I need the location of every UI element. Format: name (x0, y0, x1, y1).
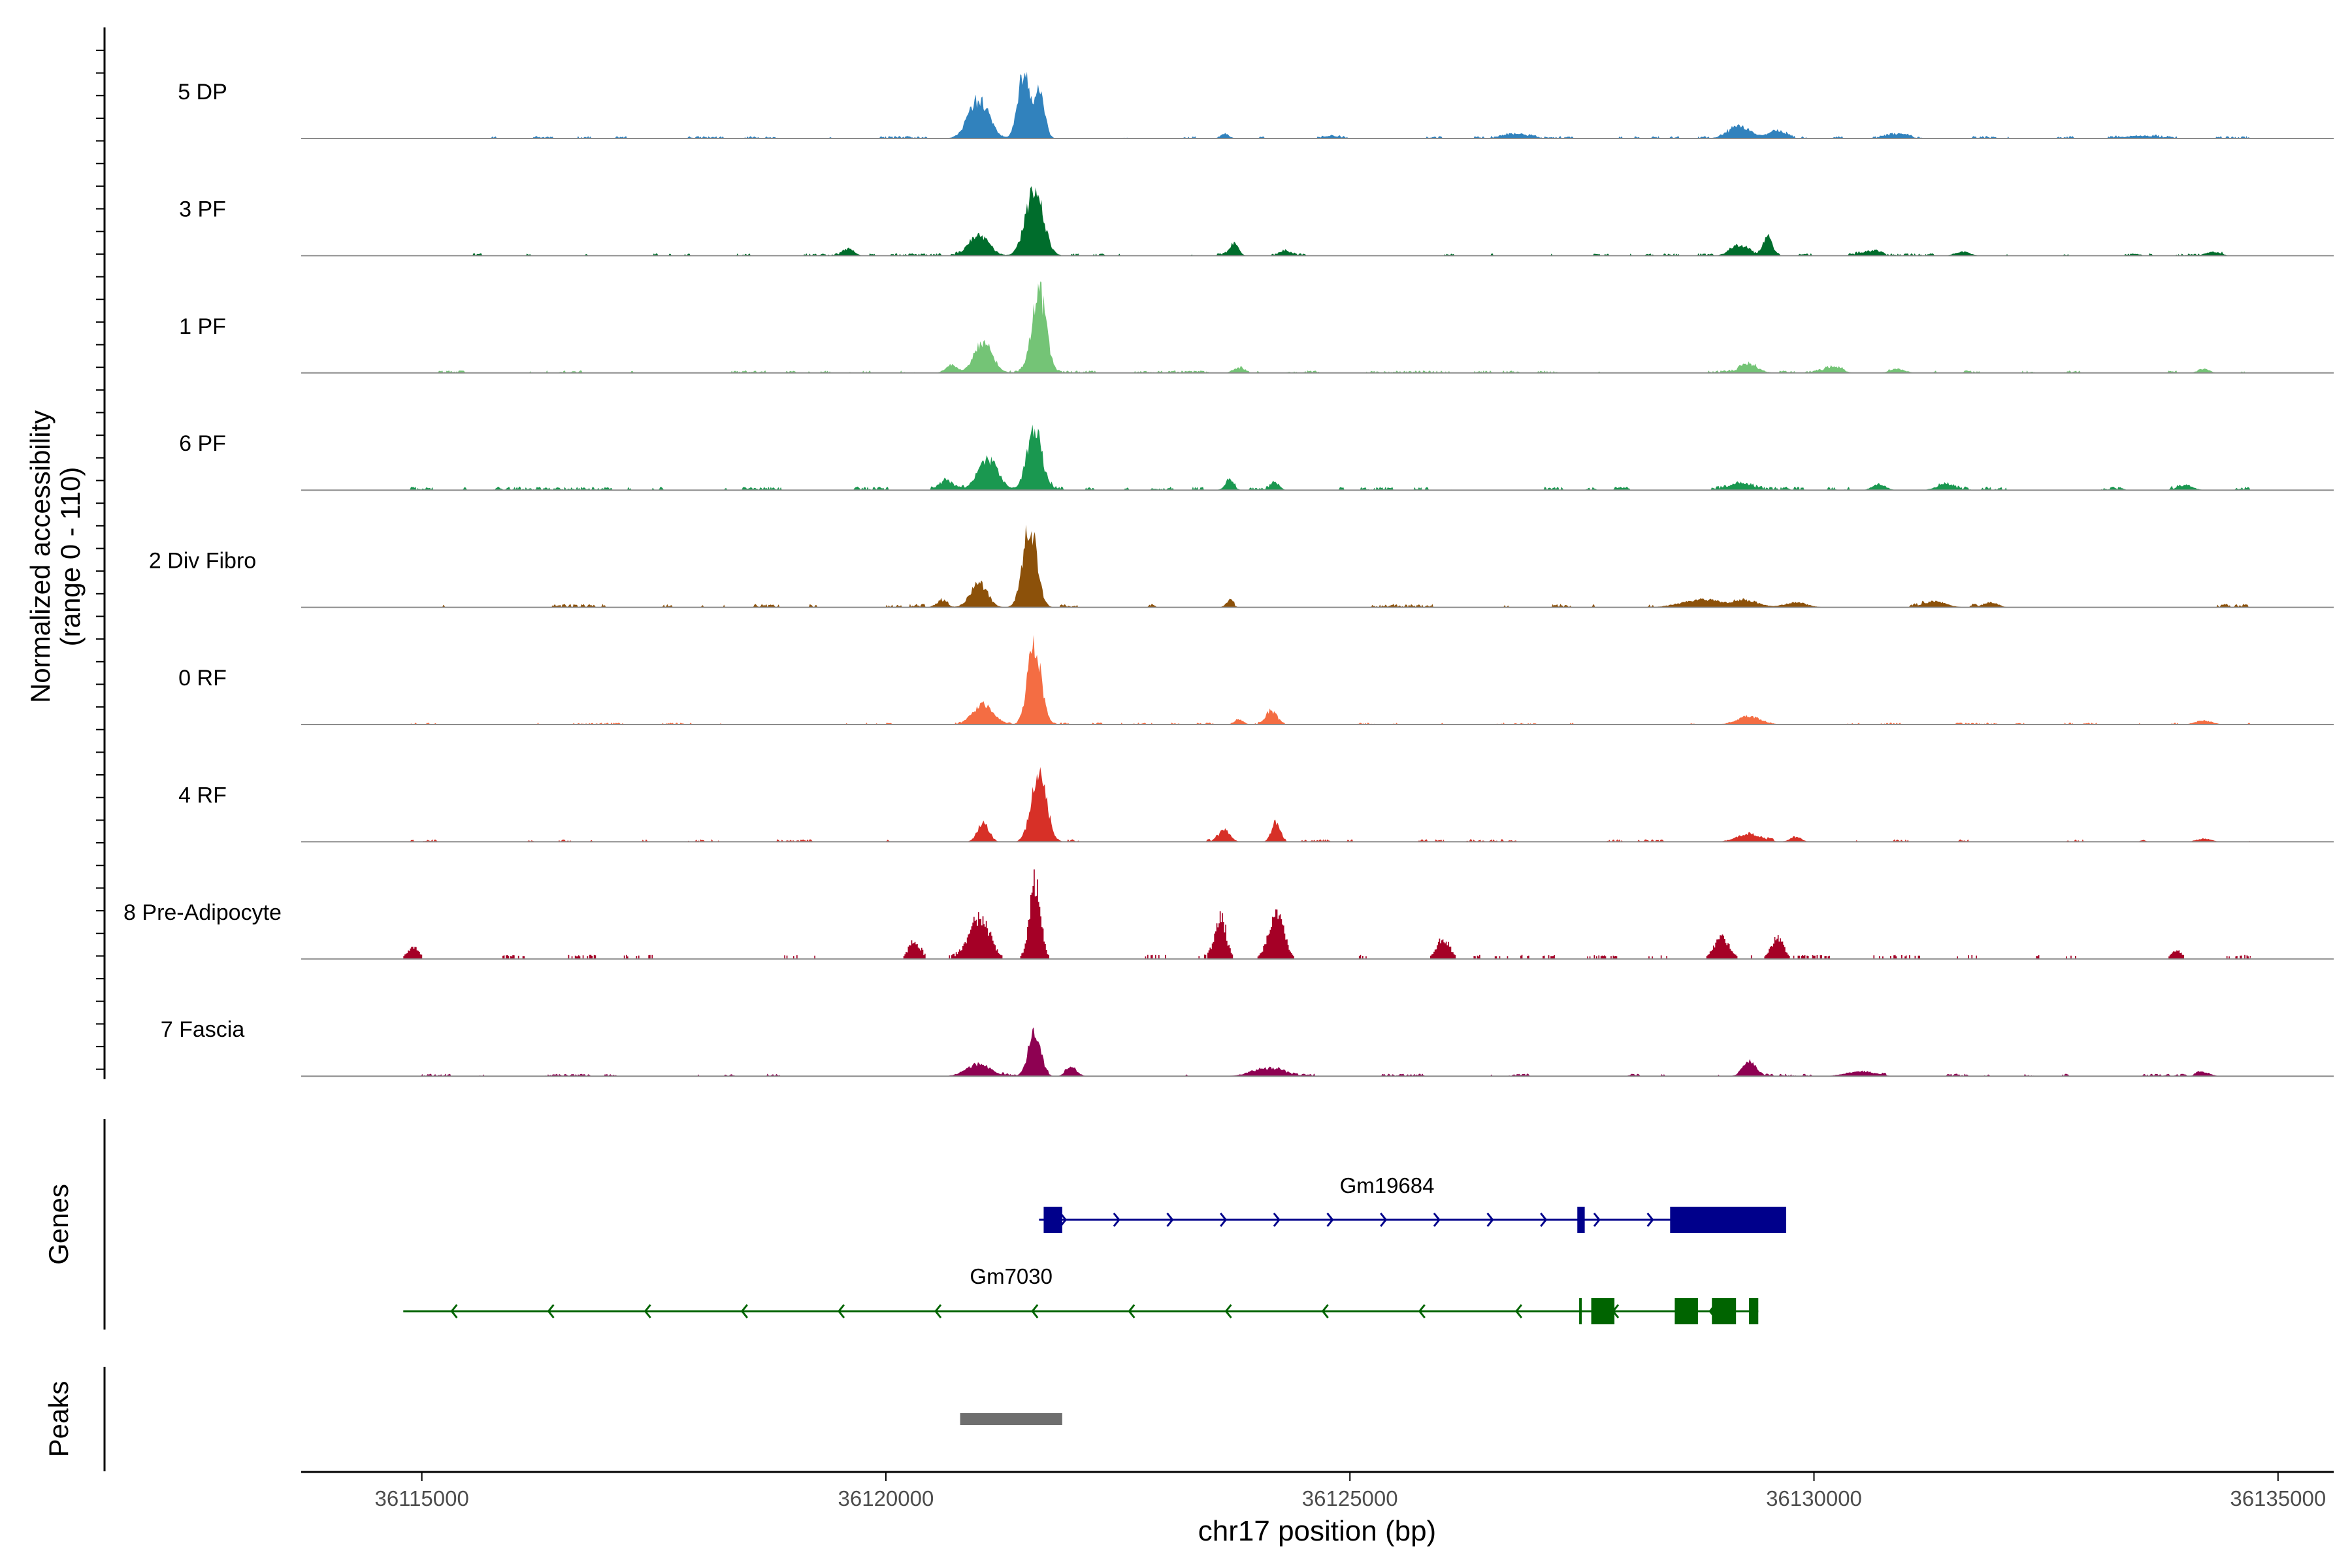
x-tick-label: 36120000 (838, 1486, 934, 1511)
track-label-7: 4 RF (178, 783, 227, 808)
strand-arrow-Gm7030 (1418, 1304, 1426, 1318)
x-tick-label: 36125000 (1302, 1486, 1398, 1511)
strand-arrow-Gm19684 (1220, 1213, 1228, 1227)
peaks-track (960, 1413, 1062, 1425)
strand-arrow-Gm19684 (1593, 1213, 1601, 1227)
track-label-3: 1 PF (179, 314, 226, 339)
strand-arrow-Gm19684 (1273, 1213, 1281, 1227)
strand-arrow-Gm19684 (1166, 1213, 1174, 1227)
strand-arrow-Gm19684 (1486, 1213, 1494, 1227)
strand-arrow-Gm19684 (1646, 1213, 1654, 1227)
strand-arrow-Gm7030 (1321, 1304, 1329, 1318)
peak-region-1 (960, 1413, 1062, 1425)
track-label-2: 3 PF (179, 197, 226, 221)
x-axis-title: chr17 position (bp) (1198, 1515, 1436, 1547)
strand-arrow-Gm7030 (1128, 1304, 1135, 1318)
strand-arrow-Gm7030 (450, 1304, 458, 1318)
exon-Gm19684 (1670, 1207, 1786, 1233)
x-axis-ticks: 36115000 36120000 36125000 36130000 36135000 (374, 1472, 2326, 1511)
exon-Gm7030 (1712, 1298, 1737, 1324)
genes-track: Gm19684 Gm7030 (403, 1173, 1786, 1324)
strand-arrow-Gm19684 (1113, 1213, 1120, 1227)
x-tick-label: 36135000 (2230, 1486, 2326, 1511)
exon-Gm7030 (1579, 1298, 1582, 1324)
exon-Gm7030 (1749, 1298, 1759, 1324)
coverage-y-axis (96, 27, 106, 1079)
y-axis-title-line1: Normalized accessibility (25, 410, 56, 703)
exon-Gm19684 (1577, 1207, 1585, 1233)
strand-arrow-Gm7030 (837, 1304, 845, 1318)
gene-label-Gm19684: Gm19684 (1340, 1173, 1435, 1198)
exon-Gm7030 (1674, 1298, 1698, 1324)
exon-Gm7030 (1591, 1298, 1615, 1324)
strand-arrow-Gm19684 (1540, 1213, 1548, 1227)
strand-arrow-Gm7030 (644, 1304, 651, 1318)
strand-arrow-Gm7030 (1031, 1304, 1039, 1318)
track-label-9: 7 Fascia (161, 1017, 245, 1042)
peaks-panel-label: Peaks (43, 1381, 74, 1458)
y-axis-title-line2: (range 0 - 110) (55, 467, 86, 647)
x-tick-label: 36130000 (1766, 1486, 1862, 1511)
track-label-6: 0 RF (178, 666, 227, 691)
track-label-8: 8 Pre-Adipocyte (123, 900, 282, 925)
track-label-1: 5 DP (178, 80, 227, 105)
strand-arrow-Gm7030 (547, 1304, 555, 1318)
track-label-4: 6 PF (179, 431, 226, 456)
strand-arrow-Gm7030 (740, 1304, 748, 1318)
coverage-tracks: 5 DP 3 PF 1 PF 6 PF 2 Div Fibro 0 RF 4 RF 8 Pre… (123, 71, 2334, 1077)
strand-arrow-Gm7030 (1224, 1304, 1232, 1318)
strand-arrow-Gm7030 (1514, 1304, 1523, 1318)
strand-arrow-Gm19684 (1433, 1213, 1441, 1227)
genes-panel-label: Genes (43, 1184, 74, 1265)
strand-arrow-Gm7030 (934, 1304, 942, 1318)
track-label-5: 2 Div Fibro (149, 549, 256, 574)
exon-Gm19684 (1043, 1207, 1062, 1233)
strand-arrow-Gm19684 (1380, 1213, 1388, 1227)
gene-label-Gm7030: Gm7030 (970, 1264, 1053, 1288)
strand-arrow-Gm19684 (1326, 1213, 1334, 1227)
x-tick-label: 36115000 (374, 1486, 468, 1511)
